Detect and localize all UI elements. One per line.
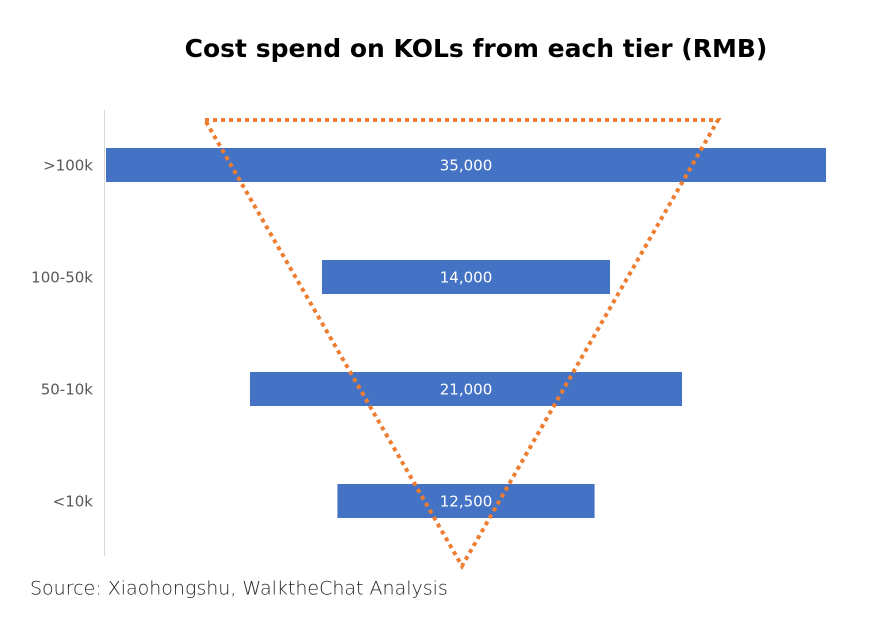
data-label: 14,000 xyxy=(440,269,493,287)
data-label: 21,000 xyxy=(440,381,493,399)
source-note: Source: Xiaohongshu, WalktheChat Analysi… xyxy=(30,578,448,600)
bar xyxy=(322,260,610,294)
bar xyxy=(106,148,826,182)
chart-title: Cost spend on KOLs from each tier (RMB) xyxy=(185,34,768,63)
bar xyxy=(337,484,595,518)
data-label: 35,000 xyxy=(440,157,493,175)
funnel-outline xyxy=(201,118,722,571)
data-label: 12,500 xyxy=(440,493,493,511)
bar xyxy=(250,372,682,406)
category-label: >100k xyxy=(43,157,93,175)
category-label: 50-10k xyxy=(41,381,94,399)
category-label: 100-50k xyxy=(31,269,93,287)
category-label: <10k xyxy=(53,493,94,511)
